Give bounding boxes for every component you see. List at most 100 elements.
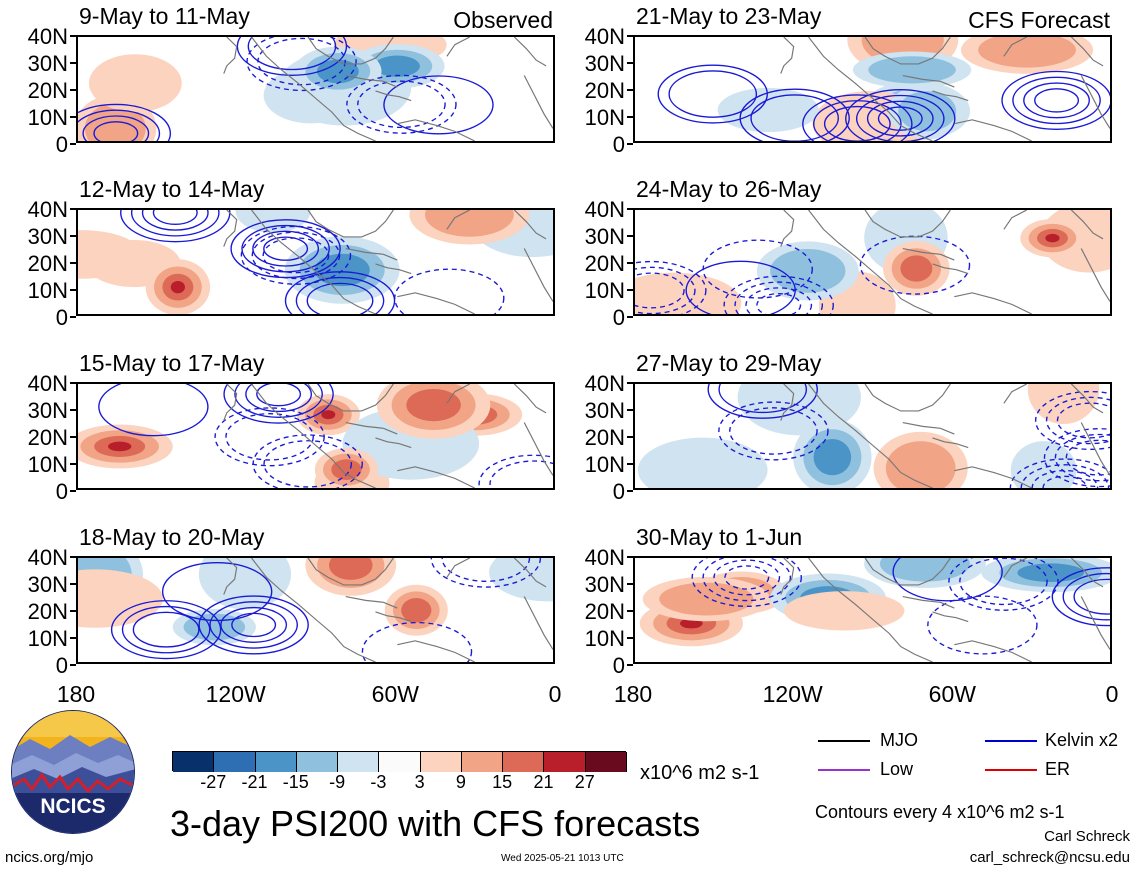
- legend-line-kelvin: [985, 740, 1037, 742]
- negative-anomaly-shading: [374, 55, 420, 77]
- kelvin-contour: [223, 384, 334, 424]
- coastline: [902, 74, 955, 88]
- kelvin-contour: [346, 74, 457, 134]
- colorbar-swatch: [503, 752, 545, 772]
- y-tick-mark: [627, 235, 633, 237]
- coastline: [307, 210, 394, 238]
- coastline: [307, 37, 394, 65]
- kelvin-contour: [635, 266, 696, 314]
- kelvin-contour: [478, 454, 553, 488]
- colorbar-swatch: [420, 752, 462, 772]
- y-tick-mark: [627, 35, 633, 37]
- kelvin-contour: [110, 600, 222, 660]
- y-tick-label: 30N: [584, 51, 625, 76]
- positive-anomaly-shading: [1045, 233, 1060, 243]
- coastline: [808, 384, 933, 488]
- website-link[interactable]: ncics.org/mjo: [5, 849, 94, 866]
- colorbar-tick-label: 15: [492, 772, 513, 792]
- coastline: [345, 595, 398, 609]
- coastline: [954, 292, 1032, 314]
- y-tick-label: 0: [55, 305, 68, 330]
- y-tick-label: 10N: [27, 452, 68, 477]
- coastline: [375, 437, 412, 449]
- main-title: 3-day PSI200 with CFS forecasts: [170, 803, 701, 844]
- positive-anomaly-shading: [331, 459, 362, 480]
- coastline: [902, 247, 955, 261]
- kelvin-contour: [657, 64, 768, 124]
- kelvin-contour: [220, 606, 288, 643]
- coastline: [513, 558, 547, 588]
- coastline: [446, 558, 470, 578]
- kelvin-contour: [161, 562, 273, 622]
- positive-anomaly-shading: [784, 591, 905, 631]
- y-tick-mark: [627, 637, 633, 639]
- y-tick-mark: [70, 116, 76, 118]
- coastline: [1080, 422, 1110, 476]
- coastline: [932, 437, 969, 449]
- legend-label: Kelvin x2: [1045, 730, 1119, 750]
- coastline: [780, 384, 795, 421]
- map-panel: [633, 556, 1112, 664]
- kelvin-contour: [685, 260, 796, 314]
- map-panel: [633, 208, 1112, 316]
- y-tick-label: 30N: [584, 398, 625, 423]
- y-tick-mark: [627, 143, 633, 145]
- y-tick-label: 30N: [27, 51, 68, 76]
- kelvin-contour: [745, 287, 813, 314]
- kelvin-contour: [1054, 433, 1110, 482]
- kelvin-contour: [121, 605, 211, 654]
- coastline: [523, 75, 553, 129]
- y-tick-label: 10N: [27, 105, 68, 130]
- coastline: [446, 210, 470, 230]
- kelvin-contour: [1031, 469, 1099, 488]
- y-tick-mark: [70, 664, 76, 666]
- y-tick-label: 10N: [584, 452, 625, 477]
- coastline: [932, 90, 969, 102]
- author-email[interactable]: carl_schreck@ncsu.edu: [969, 849, 1130, 866]
- x-tick-label: 180: [613, 681, 653, 707]
- kelvin-contour: [263, 440, 353, 488]
- coastline: [397, 640, 475, 662]
- y-tick-label: 30N: [584, 572, 625, 597]
- kelvin-contour: [718, 401, 829, 461]
- coastline: [864, 210, 951, 238]
- y-tick-label: 10N: [27, 626, 68, 651]
- y-tick-label: 40N: [584, 24, 625, 49]
- y-tick-mark: [70, 316, 76, 318]
- positive-anomaly-shading: [170, 280, 185, 294]
- kelvin-contour: [877, 106, 923, 131]
- kelvin-contour: [295, 276, 385, 314]
- y-tick-label: 40N: [584, 197, 625, 222]
- y-tick-mark: [70, 610, 76, 612]
- kelvin-contour: [357, 80, 446, 129]
- coastline: [251, 37, 376, 141]
- kelvin-contour: [394, 268, 505, 314]
- kelvin-contour: [245, 384, 313, 413]
- observed-label: Observed: [453, 7, 553, 33]
- y-tick-mark: [70, 89, 76, 91]
- y-tick-mark: [627, 610, 633, 612]
- y-tick-label: 40N: [584, 371, 625, 396]
- coastline: [864, 558, 951, 586]
- y-tick-mark: [70, 583, 76, 585]
- positive-anomaly-shading: [321, 410, 336, 420]
- psi-anomaly-map: [78, 210, 553, 314]
- panel-title: 18-May to 20-May: [79, 524, 265, 550]
- y-tick-mark: [627, 89, 633, 91]
- y-tick-mark: [627, 556, 633, 558]
- y-tick-label: 40N: [584, 545, 625, 570]
- y-tick-mark: [70, 637, 76, 639]
- y-tick-label: 20N: [27, 251, 68, 276]
- coastline: [902, 595, 955, 609]
- kelvin-contour: [1045, 396, 1110, 445]
- y-tick-label: 0: [55, 653, 68, 678]
- coastline: [345, 247, 398, 261]
- positive-anomaly-shading: [401, 598, 432, 623]
- legend-line-mjo: [818, 740, 870, 742]
- ncics-logo: NCICS: [10, 709, 136, 835]
- coastline: [397, 119, 475, 141]
- map-panel: [633, 35, 1112, 143]
- kelvin-contour: [198, 595, 309, 655]
- kelvin-contour: [78, 103, 172, 141]
- coastline: [523, 596, 553, 650]
